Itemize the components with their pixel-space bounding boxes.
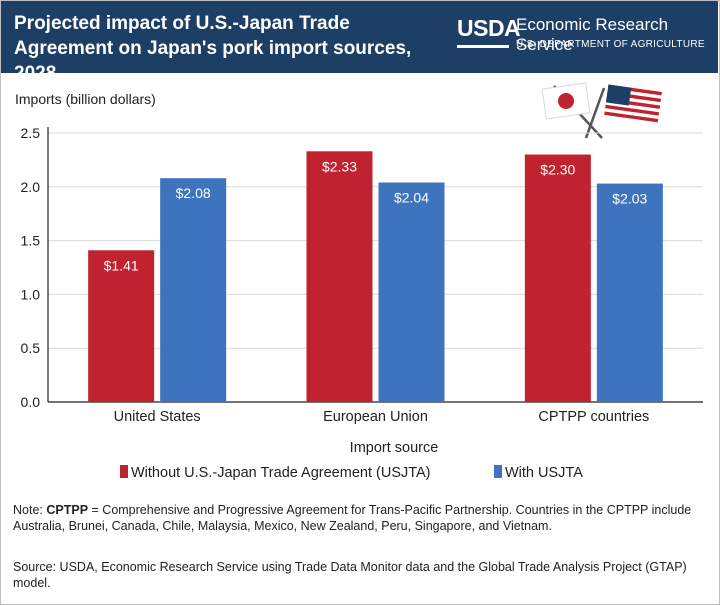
- bar-value-label: $2.08: [176, 185, 211, 201]
- bar-value-label: $2.30: [540, 162, 575, 178]
- usda-logo-underline: [457, 45, 509, 48]
- bar-with-usjta: [378, 182, 445, 402]
- y-tick-label: 1.5: [21, 233, 41, 249]
- x-tick-label: United States: [114, 409, 201, 425]
- bar-without-usjta: [88, 250, 155, 402]
- legend-label-with: With USJTA: [505, 465, 583, 481]
- y-tick-label: 0.0: [21, 394, 41, 410]
- bar-chart: Imports (billion dollars) 0.0 0.5 1.0 1.5 2.…: [15, 91, 703, 481]
- y-tick-label: 2.5: [21, 125, 41, 141]
- legend-swatch-without: [120, 465, 128, 478]
- bar-value-label: $2.33: [322, 158, 357, 174]
- usda-logo: USDA: [457, 15, 521, 41]
- y-tick-label: 0.5: [21, 340, 41, 356]
- y-tick-label: 1.0: [21, 286, 41, 302]
- legend-label-without: Without U.S.-Japan Trade Agreement (USJT…: [131, 465, 431, 481]
- chart-source: Source: USDA, Economic Research Service …: [13, 560, 687, 590]
- note-term: CPTPP: [46, 503, 89, 517]
- x-tick-label: European Union: [323, 409, 428, 425]
- bar-with-usjta: [160, 178, 227, 402]
- x-tick-label: CPTPP countries: [538, 409, 649, 425]
- y-tick-label: 2.0: [21, 179, 41, 195]
- chart-note: Note: CPTPP = Comprehensive and Progress…: [13, 502, 703, 534]
- agency-name: Economic Research Service: [516, 15, 669, 54]
- header-banner: Projected impact of U.S.-Japan Trade Agr…: [1, 1, 718, 84]
- japan-flag-icon: [541, 82, 603, 139]
- legend: Without U.S.-Japan Trade Agreement (USJT…: [120, 465, 583, 481]
- chart-title: Projected impact of U.S.-Japan Trade Agr…: [14, 13, 412, 84]
- bar-without-usjta: [306, 151, 373, 402]
- note-prefix: Note:: [13, 503, 47, 517]
- legend-swatch-with: [494, 465, 502, 478]
- flags-illustration: [541, 82, 662, 139]
- x-axis-label: Import source: [350, 440, 439, 456]
- bar-with-usjta: [596, 183, 663, 402]
- us-flag-icon: [584, 84, 662, 139]
- y-axis-label: Imports (billion dollars): [15, 91, 156, 107]
- note-text: = Comprehensive and Progressive Agreemen…: [13, 503, 692, 533]
- bar-value-label: $2.04: [394, 189, 429, 205]
- bar-without-usjta: [524, 154, 591, 402]
- department-name: U.S. DEPARTMENT OF AGRICULTURE: [516, 39, 705, 50]
- bar-value-label: $1.41: [104, 257, 139, 273]
- bar-value-label: $2.03: [612, 191, 647, 207]
